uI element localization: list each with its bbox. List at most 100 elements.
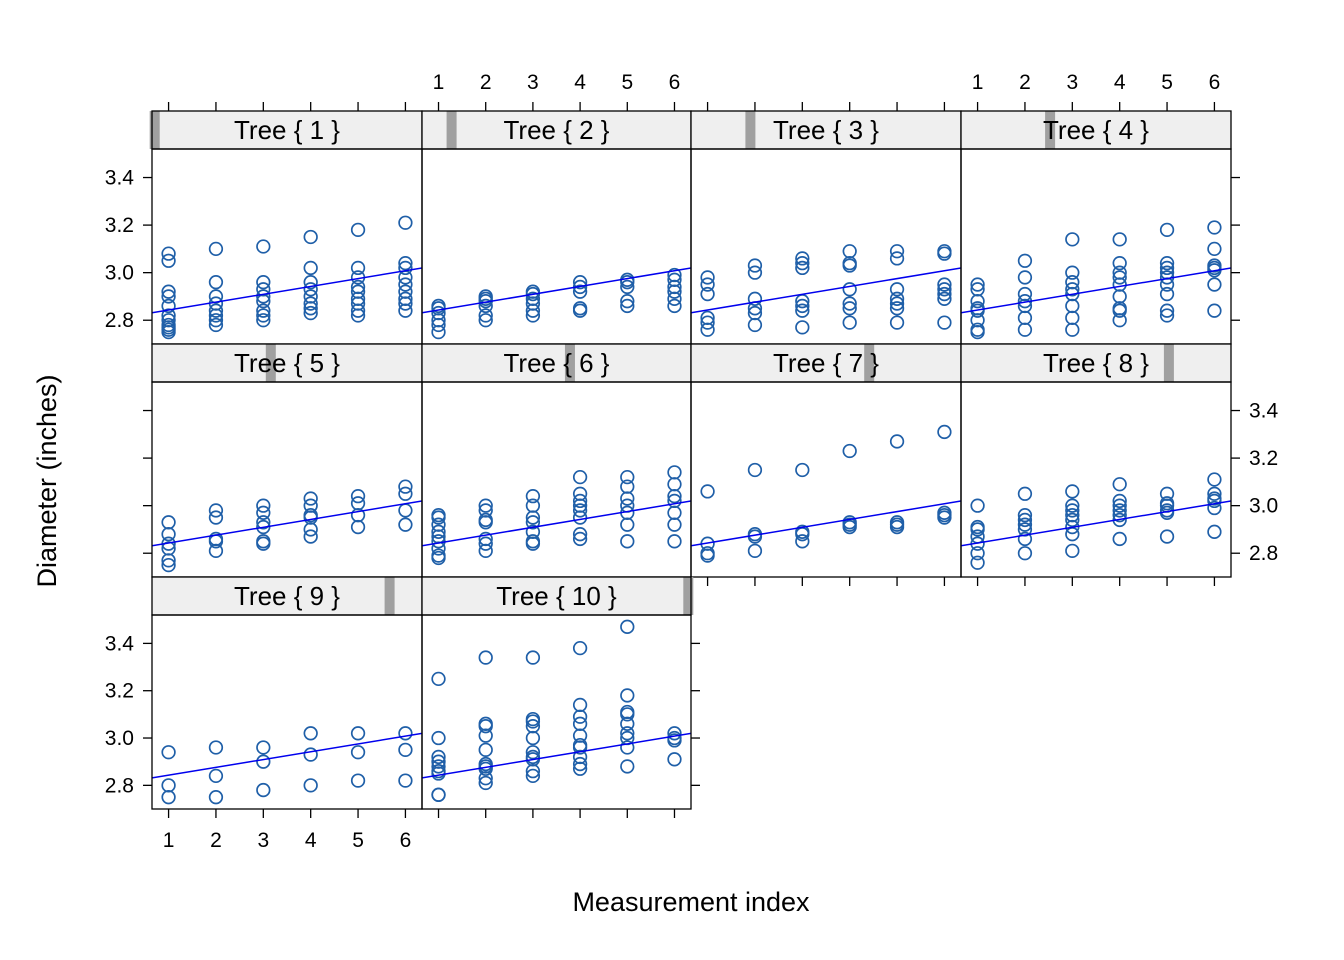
fit-line [422,732,691,779]
data-point [572,709,588,724]
data-point [620,619,635,634]
data-point [256,536,271,551]
data-point [889,519,905,535]
data-point [572,531,588,547]
data-point [667,488,682,504]
panel-border [690,148,962,345]
data-point [1112,493,1127,509]
data-point [350,222,366,238]
data-point [1017,531,1033,547]
data-point [700,322,715,337]
data-point [161,527,176,542]
panel-plot-area [152,479,422,573]
data-point [842,443,857,459]
data-point [1207,493,1222,509]
data-point [620,491,635,506]
data-point [478,298,493,314]
y-tick-label: 3.2 [1249,447,1278,470]
data-point [1112,232,1127,247]
data-point [303,282,318,297]
data-point [795,298,810,314]
data-point [667,733,682,748]
data-point [1159,260,1175,276]
data-point [398,255,413,271]
data-point [889,291,905,306]
data-point [208,317,224,333]
x-tick-label: 1 [433,71,445,94]
data-point [478,650,493,665]
data-point [478,313,493,328]
panel-plot-area [422,465,691,566]
fit-line [961,267,1231,314]
y-tick-label: 3.0 [1249,495,1278,518]
data-point [431,510,446,525]
data-point [747,265,763,280]
y-tick-label: 2.8 [105,309,134,332]
data-point [398,503,413,518]
data-point [431,671,446,687]
data-point [620,716,635,731]
fit-line [691,500,961,547]
data-point [889,296,905,311]
data-point [525,515,541,530]
data-point [620,759,635,774]
strip [961,344,1231,382]
strip-level-marker [265,344,276,382]
panel: Tree { 6 } [421,343,692,578]
data-point [1017,508,1033,523]
data-point [970,498,985,513]
data-point [525,763,541,779]
strip-level-marker [683,577,694,615]
panel-plot-area [422,619,691,802]
panel: Tree { 4 } [960,110,1232,345]
data-point [1112,508,1127,523]
data-point [161,246,176,261]
data-point [937,315,952,330]
data-point [1112,477,1127,492]
data-point [970,294,985,309]
strip-level-marker [745,111,756,149]
data-point [1065,310,1080,325]
data-point [350,260,366,276]
data-point [161,298,176,314]
strip [152,111,422,149]
panel-border [690,381,962,578]
x-tick-label: 2 [210,829,222,852]
data-point [161,745,176,760]
data-point [1065,498,1080,513]
data-point [1017,546,1033,561]
data-point [208,768,224,784]
data-point [350,519,366,535]
strip-label: Tree { 7 } [773,348,879,378]
data-point [1112,313,1127,328]
data-point [1207,303,1222,318]
data-point [1207,486,1222,501]
panel-border [151,148,423,345]
data-point [842,258,857,273]
data-point [303,778,318,793]
data-point [1065,519,1080,535]
data-point [572,756,588,772]
data-point [1207,524,1222,539]
data-point [431,324,446,340]
data-point [937,291,952,306]
data-point [747,317,763,333]
panel: Tree { 5 } [151,343,423,578]
data-point [398,773,413,788]
data-point [795,255,810,271]
data-point [620,479,635,494]
data-point [747,543,763,558]
data-point [525,536,541,551]
x-tick-label: 6 [1209,71,1221,94]
data-point [1207,220,1222,235]
data-point [525,510,541,525]
data-point [970,555,985,570]
data-point [572,284,588,299]
data-point [1112,289,1127,304]
data-point [937,246,952,261]
data-point [256,740,271,755]
data-point [398,303,413,318]
fit-line [422,267,691,314]
data-point [1065,298,1080,314]
data-point [700,286,715,302]
